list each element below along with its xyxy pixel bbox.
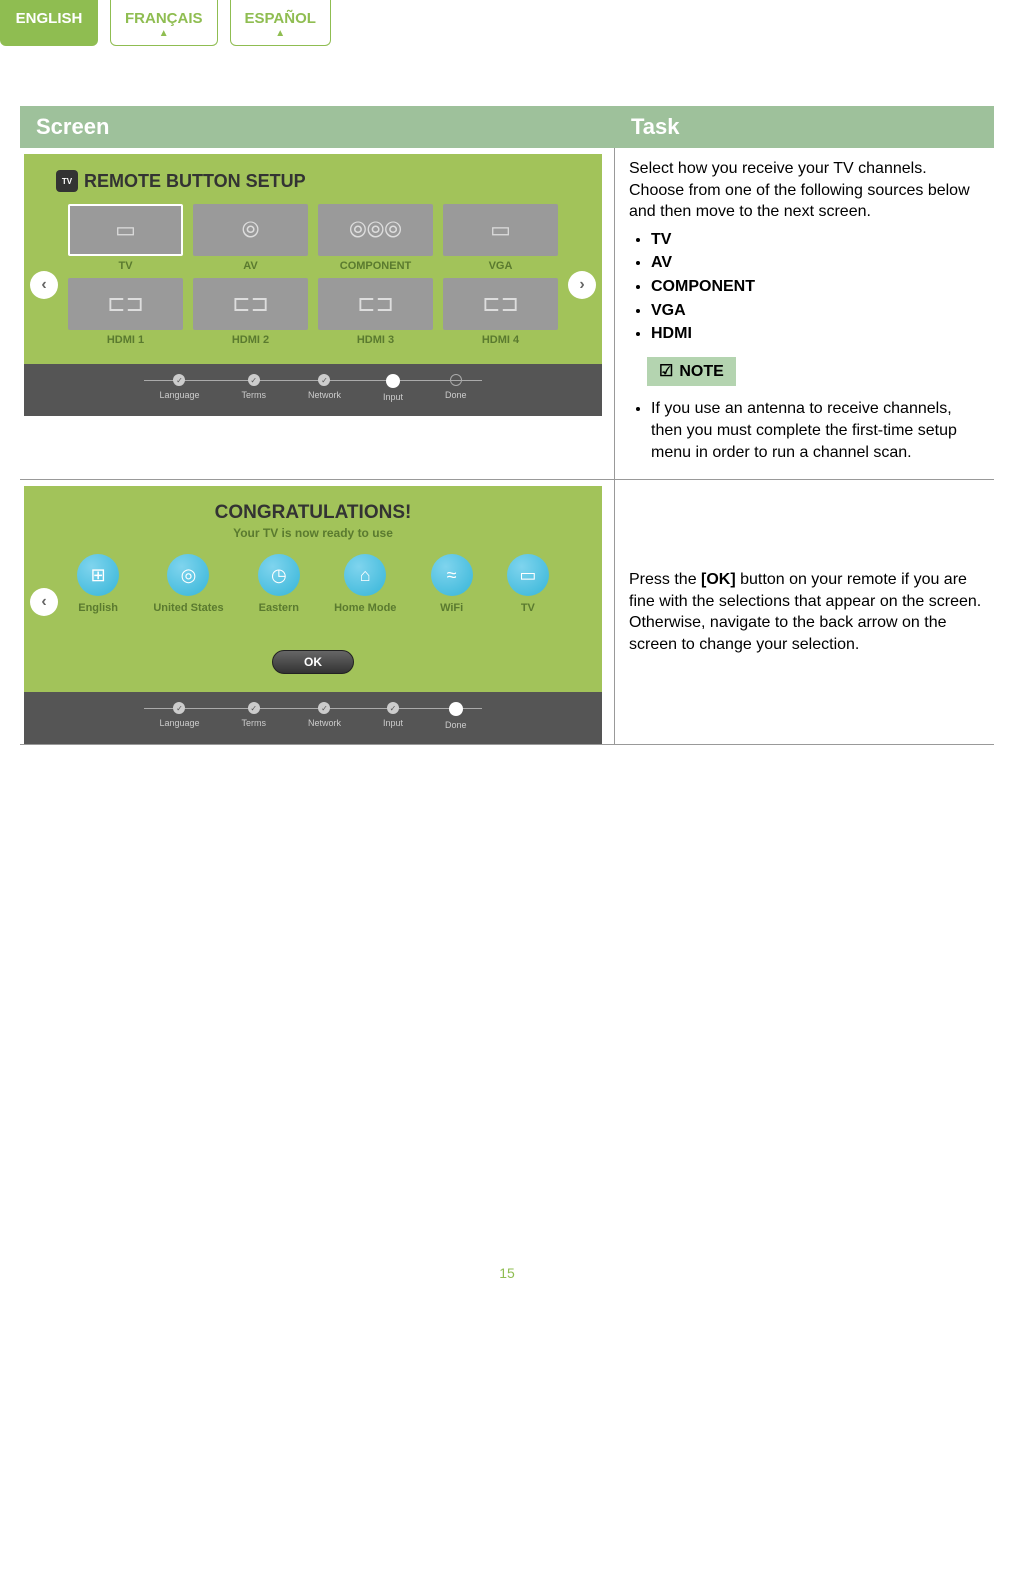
nav-left-button[interactable]: ‹ [30,588,58,616]
table-row: CONGRATULATIONS! Your TV is now ready to… [20,480,994,745]
dropdown-arrow-icon: ▲ [245,29,316,39]
task1-options: TV AV COMPONENT VGA HDMI [629,229,984,345]
table-row: TV REMOTE BUTTON SETUP ‹ › ▭TV ⦾AV ⦾⦾⦾CO… [20,148,994,480]
ok-button[interactable]: OK [272,650,354,674]
note-list: If you use an antenna to receive channel… [629,398,984,463]
summary-country: ◎United States [153,554,223,614]
clock-icon: ◷ [258,554,300,596]
page-number: 15 [0,1265,1014,1301]
live-tv-icon: TV [56,170,78,192]
tv-icon: ▭ [507,554,549,596]
input-tile-component[interactable]: ⦾⦾⦾COMPONENT [318,204,433,272]
option-av: AV [651,252,984,274]
task-cell-2: Press the [OK] button on your remote if … [615,480,994,744]
nav-left-button[interactable]: ‹ [30,271,58,299]
screen2-subtitle: Your TV is now ready to use [24,526,602,554]
option-vga: VGA [651,300,984,322]
screen2-title: CONGRATULATIONS! [24,486,602,526]
input-tile-hdmi1[interactable]: ⊏⊐HDMI 1 [68,278,183,346]
wifi-icon: ≈ [431,554,473,596]
input-grid: ▭TV ⦾AV ⦾⦾⦾COMPONENT ▭VGA ⊏⊐HDMI 1 ⊏⊐HDM… [24,200,602,364]
input-tile-hdmi3[interactable]: ⊏⊐HDMI 3 [318,278,433,346]
tab-francais-label: FRANÇAIS [125,10,203,27]
setup-progress: ✓Language ✓Terms ✓Network ✓Input Done [24,692,602,744]
summary-row: ⊞English ◎United States ◷Eastern ⌂Home M… [24,554,602,626]
tab-espanol[interactable]: ESPAÑOL ▲ [230,0,331,46]
header-task: Task [615,106,994,148]
input-tile-av[interactable]: ⦾AV [193,204,308,272]
tab-espanol-label: ESPAÑOL [245,10,316,27]
screen1-title: REMOTE BUTTON SETUP [84,171,306,192]
task1-intro: Select how you receive your TV channels.… [629,158,984,223]
tab-english-label: ENGLISH [16,10,83,27]
summary-mode: ⌂Home Mode [334,554,396,614]
option-hdmi: HDMI [651,323,984,345]
summary-english: ⊞English [77,554,119,614]
language-icon: ⊞ [77,554,119,596]
task-cell-1: Select how you receive your TV channels.… [615,148,994,479]
summary-input: ▭TV [507,554,549,614]
screen-cell-1: TV REMOTE BUTTON SETUP ‹ › ▭TV ⦾AV ⦾⦾⦾CO… [20,148,615,479]
remote-button-setup-screen: TV REMOTE BUTTON SETUP ‹ › ▭TV ⦾AV ⦾⦾⦾CO… [24,154,602,416]
congratulations-screen: CONGRATULATIONS! Your TV is now ready to… [24,486,602,744]
option-tv: TV [651,229,984,251]
note-text: If you use an antenna to receive channel… [651,398,984,463]
tab-francais[interactable]: FRANÇAIS ▲ [110,0,218,46]
input-tile-tv[interactable]: ▭TV [68,204,183,272]
summary-timezone: ◷Eastern [258,554,300,614]
option-component: COMPONENT [651,276,984,298]
setup-progress: ✓Language ✓Terms ✓Network Input Done [24,364,602,416]
screen1-title-row: TV REMOTE BUTTON SETUP [24,154,602,200]
header-screen: Screen [20,106,615,148]
screen-cell-2: CONGRATULATIONS! Your TV is now ready to… [20,480,615,744]
note-badge: NOTE [647,357,736,387]
tab-english[interactable]: ENGLISH [0,0,98,46]
nav-right-button[interactable]: › [568,271,596,299]
location-icon: ◎ [167,554,209,596]
home-icon: ⌂ [344,554,386,596]
input-tile-hdmi4[interactable]: ⊏⊐HDMI 4 [443,278,558,346]
input-tile-hdmi2[interactable]: ⊏⊐HDMI 2 [193,278,308,346]
task2-text: Press the [OK] button on your remote if … [629,569,984,655]
table-header: Screen Task [20,106,994,148]
summary-network: ≈WiFi [431,554,473,614]
dropdown-arrow-icon: ▲ [125,29,203,39]
note-label: NOTE [679,361,723,383]
input-tile-vga[interactable]: ▭VGA [443,204,558,272]
language-tabs: ENGLISH FRANÇAIS ▲ ESPAÑOL ▲ [0,0,1014,46]
